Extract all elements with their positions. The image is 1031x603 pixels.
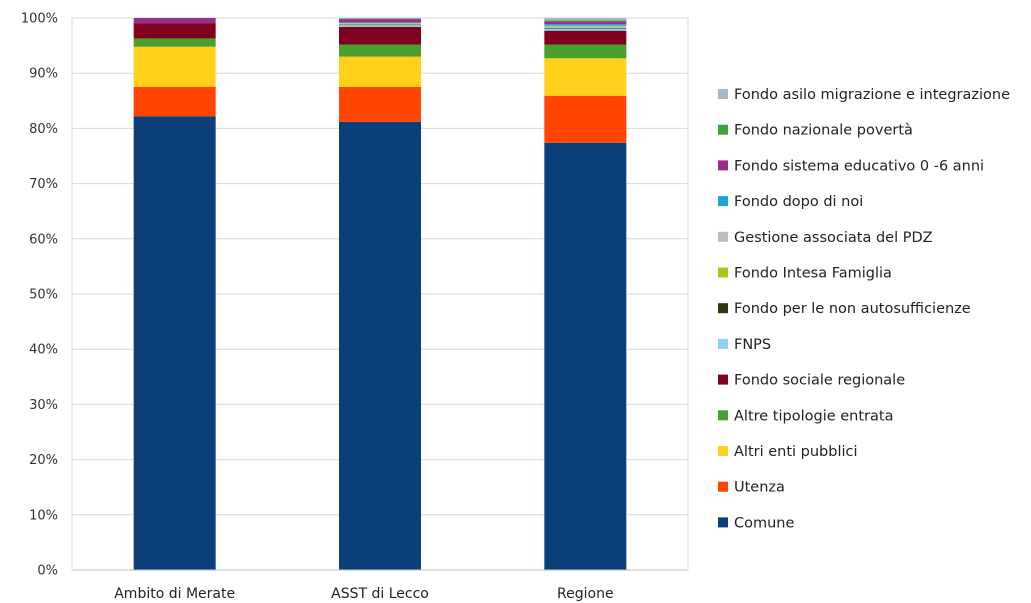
bar-segment [133, 116, 216, 571]
bar-segment [544, 28, 627, 31]
bar-stack [339, 18, 421, 570]
bar-segment [339, 24, 421, 25]
legend-swatch [718, 89, 728, 99]
y-tick-label: 90% [29, 67, 58, 82]
bar-segment [544, 30, 627, 45]
bars [133, 18, 627, 571]
bar-segment [544, 25, 627, 28]
bar-segment [544, 27, 627, 28]
x-category-label: ASST di Lecco [331, 586, 429, 602]
y-tick-label: 0% [37, 564, 58, 579]
legend-item: Fondo sociale regionale [718, 373, 905, 389]
legend-item: Altre tipologie entrata [718, 408, 893, 424]
y-tick-label: 20% [29, 453, 58, 468]
bar-segment [339, 22, 421, 25]
x-category-label: Ambito di Merate [114, 586, 235, 602]
bar-segment [339, 18, 421, 19]
bar-segment [339, 44, 421, 57]
y-tick-label: 70% [29, 177, 58, 192]
legend-label: Gestione associata del PDZ [734, 230, 933, 246]
legend-item: Comune [718, 515, 795, 531]
bar-segment [133, 23, 216, 39]
legend-swatch [718, 303, 728, 314]
legend-label: Fondo sociale regionale [734, 373, 905, 389]
bar-segment [339, 18, 421, 20]
bar-segment [544, 95, 627, 143]
legend-item: Gestione associata del PDZ [718, 230, 933, 246]
x-category-label: Regione [557, 586, 614, 602]
y-tick-label: 10% [29, 508, 58, 523]
bar-stack [133, 18, 216, 571]
bar-segment [339, 121, 421, 570]
legend-label: Fondo dopo di noi [734, 194, 863, 210]
legend-swatch [718, 231, 728, 242]
legend-label: Fondo asilo migrazione e integrazione [734, 87, 1010, 103]
y-tick-label: 30% [29, 398, 58, 413]
legend-label: FNPS [734, 337, 771, 353]
legend-label: Altri enti pubblici [734, 444, 858, 460]
y-tick-label: 80% [29, 122, 58, 137]
y-tick-label: 100% [21, 12, 58, 27]
legend-label: Fondo nazionale povertà [734, 123, 913, 139]
bar-segment [133, 46, 216, 87]
bar-segment [133, 38, 216, 47]
y-axis-tick-labels: 0% 10% 20% 30% 40% 50% 60% 70% 80% 90% 100% [21, 12, 58, 579]
x-axis: Ambito di Merate ASST di Lecco Regione [72, 569, 688, 602]
legend-item: Altri enti pubblici [718, 444, 858, 460]
legend-label: Fondo Intesa Famiglia [734, 266, 892, 282]
bar-segment [544, 142, 627, 570]
y-tick-label: 50% [29, 288, 58, 303]
bar-segment [544, 44, 627, 59]
legend-swatch [718, 374, 728, 385]
bar-segment [544, 58, 627, 96]
bar-segment [339, 25, 421, 27]
legend-item: Fondo asilo migrazione e integrazione [718, 87, 1010, 103]
legend-swatch [718, 160, 728, 171]
bar-segment [339, 87, 421, 122]
legend-swatch [718, 481, 728, 492]
legend-swatch [718, 517, 728, 528]
bar-segment [133, 87, 216, 117]
legend-item: FNPS [718, 337, 771, 353]
legend-item: Utenza [718, 480, 785, 496]
legend-label: Comune [734, 515, 795, 531]
bar-segment [339, 26, 421, 45]
y-tick-label: 40% [29, 343, 58, 358]
bar-segment [339, 19, 421, 23]
legend-label: Altre tipologie entrata [734, 408, 893, 424]
bar-segment [339, 24, 421, 26]
legend-swatch [718, 267, 728, 278]
legend-swatch [718, 338, 728, 349]
legend-label: Utenza [734, 480, 785, 496]
legend-item: Fondo dopo di noi [718, 194, 863, 210]
y-tick-label: 60% [29, 232, 58, 247]
bar-segment [339, 22, 421, 23]
bar-segment [544, 24, 627, 26]
legend: Fondo asilo migrazione e integrazione Fon… [718, 87, 1010, 531]
legend-item: Fondo Intesa Famiglia [718, 266, 892, 282]
legend-label: Fondo sistema educativo 0 -6 anni [734, 158, 984, 174]
bar-segment [544, 21, 627, 25]
legend-item: Fondo sistema educativo 0 -6 anni [718, 158, 984, 174]
legend-item: Fondo per le non autosufficienze [718, 301, 971, 317]
bar-segment [544, 20, 627, 22]
legend-label: Fondo per le non autosufficienze [734, 301, 971, 317]
legend-swatch [718, 124, 728, 135]
bar-segment [339, 56, 421, 87]
bar-segment [544, 18, 627, 21]
legend-swatch [718, 410, 728, 421]
bar-segment [133, 18, 216, 24]
bar-stack [544, 18, 627, 570]
bar-segment [544, 27, 627, 29]
legend-swatch [718, 446, 728, 456]
legend-swatch [718, 196, 728, 207]
legend-item: Fondo nazionale povertà [718, 123, 913, 139]
